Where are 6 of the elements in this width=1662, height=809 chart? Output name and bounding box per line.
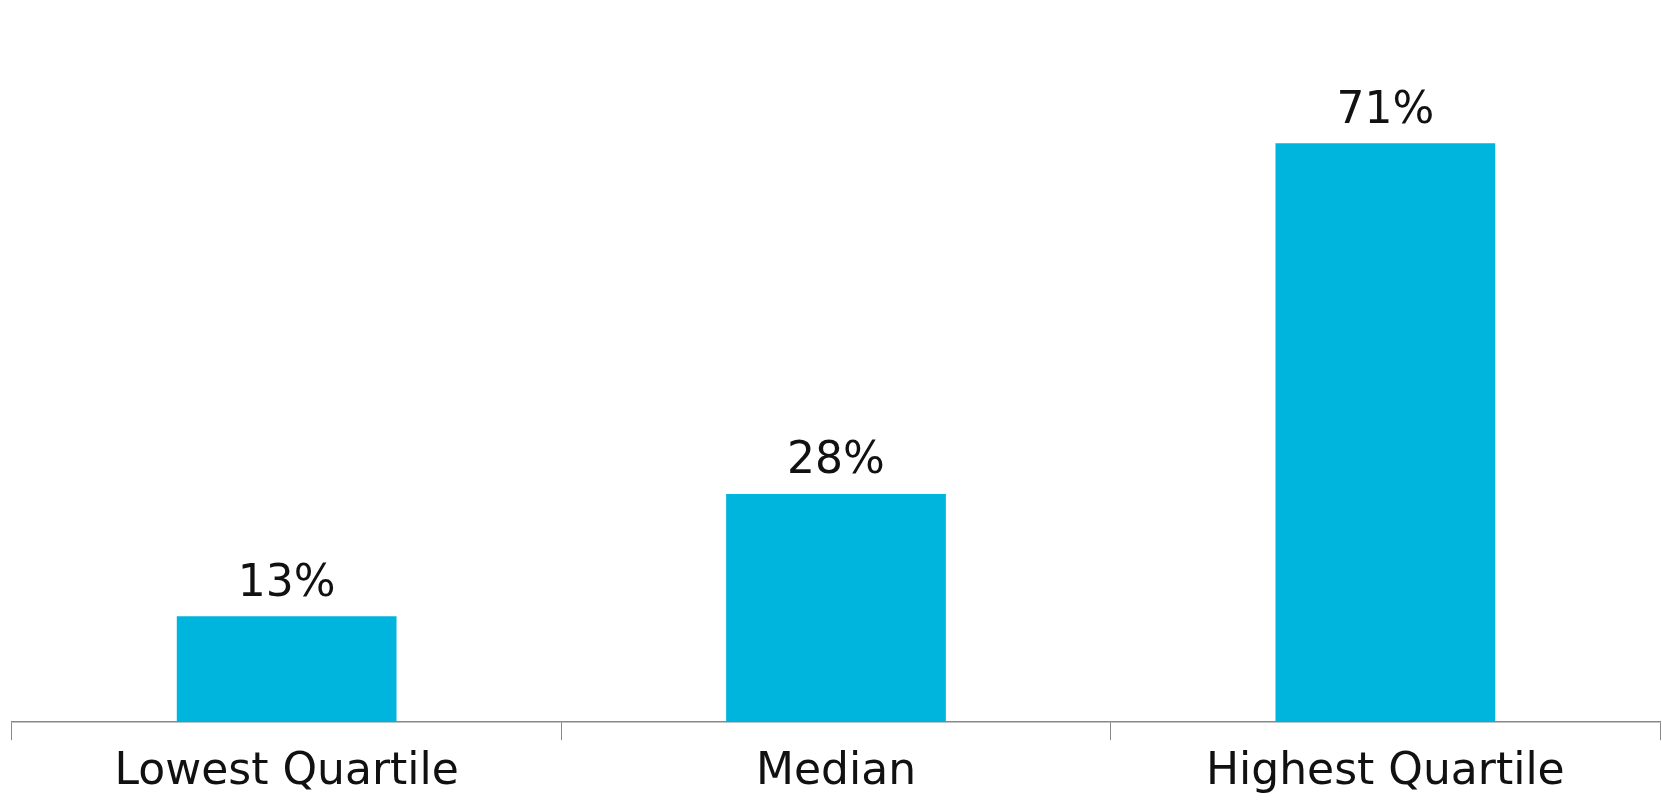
x-tick-label: Highest Quartile [1205, 743, 1565, 795]
data-label: 28% [787, 432, 885, 484]
data-label: 71% [1336, 81, 1435, 133]
data-label: 13% [237, 554, 336, 606]
x-tick-label: Lowest Quartile [114, 743, 459, 795]
x-tick-label: Median [755, 743, 917, 795]
